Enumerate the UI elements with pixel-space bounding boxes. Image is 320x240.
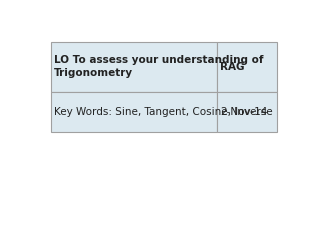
Text: Key Words: Sine, Tangent, Cosine, Inverse: Key Words: Sine, Tangent, Cosine, Invers… xyxy=(54,107,273,117)
Text: RAG: RAG xyxy=(220,62,244,72)
Bar xyxy=(217,42,277,92)
Bar xyxy=(217,92,277,132)
Bar xyxy=(51,42,217,92)
Bar xyxy=(51,92,217,132)
Text: 2-Nov-14: 2-Nov-14 xyxy=(220,107,268,117)
Text: LO To assess your understanding of
Trigonometry: LO To assess your understanding of Trigo… xyxy=(54,55,264,78)
